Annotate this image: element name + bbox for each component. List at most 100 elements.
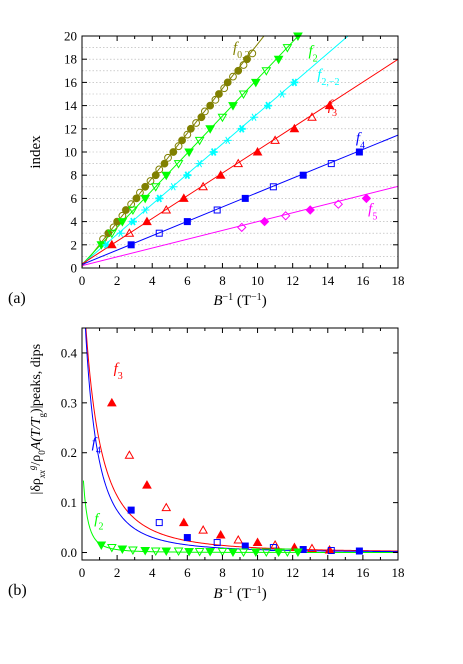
marker-f2,-2-open (223, 136, 232, 145)
panel-b-label-f2: f2 (94, 512, 103, 533)
marker-f3-open (161, 502, 172, 512)
marker-f2-open (106, 544, 117, 553)
marker-f0,2-open (127, 200, 136, 209)
marker-f4-open (269, 183, 277, 191)
marker-f0,2 (186, 124, 195, 133)
panel-a-ytick-label: 0 (71, 261, 78, 276)
marker-f4-open (327, 547, 335, 555)
marker-f3-open (233, 158, 244, 168)
marker-f2 (161, 547, 172, 557)
marker-f2 (228, 548, 238, 558)
panel-a-label-f0,2: f0,2 (233, 40, 250, 61)
fit-line-f3 (82, 58, 398, 265)
marker-f5-open (237, 222, 247, 233)
marker-f2 (205, 548, 216, 557)
panel-b-label-f3: f3 (114, 361, 123, 382)
marker-f0,2-open (183, 130, 192, 139)
marker-f3 (106, 397, 117, 407)
marker-f2-open (217, 548, 228, 557)
marker-f2 (117, 545, 128, 555)
panel-a-ytick-label: 18 (64, 52, 77, 67)
panel-a-xtick-label: 18 (392, 273, 405, 288)
marker-f2,-2 (264, 101, 273, 110)
marker-f2 (96, 541, 107, 551)
marker-f2,-2 (209, 148, 218, 156)
marker-f4 (127, 506, 135, 514)
marker-f2-open (261, 67, 272, 76)
marker-f2-open (282, 44, 293, 53)
marker-f2 (184, 548, 194, 557)
marker-f2 (161, 171, 172, 181)
marker-f3 (142, 216, 152, 226)
marker-f2 (293, 548, 303, 558)
marker-f3-open (233, 535, 244, 544)
marker-f2-open (128, 546, 138, 556)
marker-f2-open (194, 548, 205, 557)
marker-f2 (273, 548, 284, 558)
panel-a-label-f2,-2: f2,−2 (317, 67, 339, 88)
marker-f3-open (198, 525, 208, 534)
panel-a-label-f3: f3 (328, 98, 337, 119)
panel-a-ylabel: index (28, 135, 44, 169)
marker-f2-open (217, 113, 228, 123)
marker-f4-open (155, 519, 163, 527)
panel-a-xtick-label: 4 (149, 273, 156, 288)
marker-f0,2 (141, 182, 150, 191)
marker-f2-open (173, 160, 184, 169)
marker-f0,2-open (211, 95, 220, 104)
marker-f4-open (269, 544, 277, 552)
marker-f4 (355, 547, 363, 555)
panel-b: 0 2 4 6 8 10 12 14 16 18 0.0 0.1 0.2 0.3 0.4 f3 f4 f2 |δ… (8, 327, 405, 603)
marker-f2,-2 (155, 194, 164, 203)
marker-f3 (106, 239, 117, 249)
panel-b-xtick-label: 4 (149, 565, 156, 580)
marker-f3-open (161, 204, 172, 214)
marker-f4-open (213, 206, 221, 214)
panel-a-xtick-label: 10 (251, 273, 264, 288)
marker-f0,2-open (200, 107, 209, 116)
panel-b-xtick-label: 16 (356, 565, 370, 580)
marker-f4-open (327, 160, 335, 168)
panel-b-xtick-label: 12 (286, 565, 299, 580)
marker-f4-open (213, 539, 221, 547)
marker-f2-open (238, 90, 249, 100)
marker-f2-open (150, 183, 161, 192)
panel-a-xtick-label: 16 (356, 273, 370, 288)
marker-f0,2-open (136, 188, 144, 197)
marker-f2-open (106, 229, 117, 239)
panel-b-xtick-label: 0 (79, 565, 86, 580)
marker-f3 (215, 530, 226, 539)
marker-f0,2 (151, 171, 160, 180)
marker-f0,2-open (192, 119, 201, 127)
panel-a-ytick-label: 4 (71, 214, 78, 229)
panel-a-ytick-label: 12 (64, 121, 77, 136)
panel-b-ytick-label: 0.2 (61, 445, 77, 460)
marker-f2,-2-open (278, 90, 287, 98)
panel-a-ytick-label: 16 (64, 75, 78, 90)
marker-f0,2-open (109, 223, 118, 232)
fit-curve-f2 (82, 480, 398, 553)
marker-f0,2 (160, 159, 169, 168)
fit-line-f4 (82, 134, 398, 265)
marker-f2-open (128, 206, 138, 216)
marker-f0,2-open (164, 153, 172, 162)
marker-f5 (305, 205, 315, 215)
marker-f2 (117, 218, 128, 227)
panel-b-series-labels: f3 f4 f2 (92, 361, 123, 532)
marker-f3 (178, 517, 189, 527)
marker-f4 (241, 542, 249, 550)
marker-f3-open (124, 450, 135, 459)
marker-f5 (361, 193, 372, 204)
marker-f3 (178, 193, 189, 202)
panel-b-xtick-label: 18 (392, 565, 405, 580)
marker-f2-open (173, 547, 184, 557)
marker-f2 (273, 55, 284, 65)
marker-f3 (289, 123, 300, 133)
marker-f4 (299, 171, 307, 179)
marker-f5-open (333, 199, 344, 209)
panel-a-xtick-label: 12 (286, 273, 299, 288)
panel-a-ytick-label: 14 (64, 98, 78, 113)
panel-b-xlabel: B−1 (T−1) (213, 585, 266, 603)
